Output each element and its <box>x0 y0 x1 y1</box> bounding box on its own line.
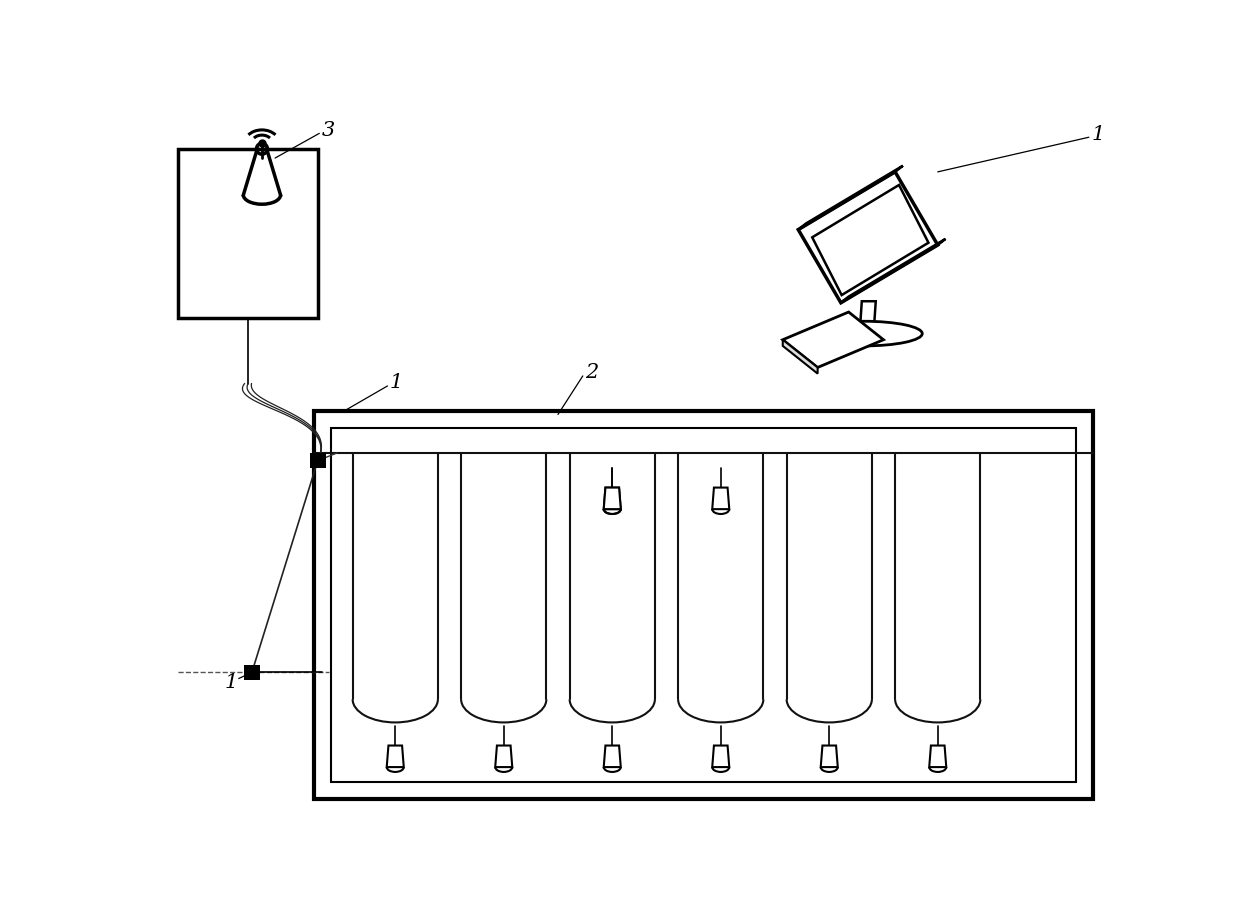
Polygon shape <box>929 745 946 767</box>
Text: 1: 1 <box>389 373 403 392</box>
Polygon shape <box>604 745 621 767</box>
Bar <box>331 427 1076 782</box>
Polygon shape <box>821 745 838 767</box>
Polygon shape <box>799 165 903 230</box>
Text: 3: 3 <box>321 120 335 140</box>
Polygon shape <box>387 745 404 767</box>
Polygon shape <box>604 488 621 509</box>
Polygon shape <box>495 745 512 767</box>
Polygon shape <box>799 172 937 302</box>
Polygon shape <box>310 453 325 469</box>
Polygon shape <box>861 301 875 324</box>
Ellipse shape <box>806 322 923 346</box>
Text: 1: 1 <box>224 673 238 692</box>
Polygon shape <box>841 239 945 302</box>
Polygon shape <box>244 664 259 680</box>
Text: 1: 1 <box>1091 125 1105 143</box>
Polygon shape <box>812 185 929 295</box>
Bar <box>179 149 317 318</box>
Polygon shape <box>604 488 621 509</box>
Polygon shape <box>712 488 729 509</box>
Polygon shape <box>712 745 729 767</box>
Text: 2: 2 <box>585 363 599 382</box>
Bar <box>314 411 1092 800</box>
Polygon shape <box>782 312 883 368</box>
Polygon shape <box>782 340 817 374</box>
